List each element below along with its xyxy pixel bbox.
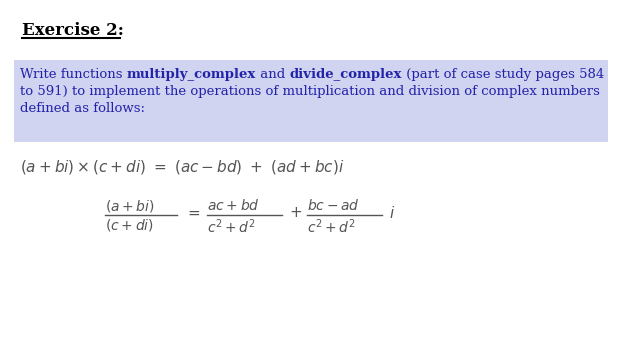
Text: $c^2 + d^2$: $c^2 + d^2$	[207, 217, 256, 236]
Text: $bc - ad$: $bc - ad$	[307, 198, 360, 213]
Text: $(a + bi)$: $(a + bi)$	[105, 198, 155, 214]
FancyBboxPatch shape	[14, 60, 608, 142]
Text: $(a + bi)\times(c + di)\ =\ (ac-bd)\ +\ (ad+bc)i$: $(a + bi)\times(c + di)\ =\ (ac-bd)\ +\ …	[20, 158, 345, 176]
Text: $=$: $=$	[185, 206, 201, 220]
Text: and: and	[256, 68, 289, 81]
Text: $c^2 + d^2$: $c^2 + d^2$	[307, 217, 356, 236]
Text: Write functions: Write functions	[20, 68, 127, 81]
Text: divide_complex: divide_complex	[289, 68, 402, 81]
Text: $i$: $i$	[389, 205, 395, 221]
Text: $ac + bd$: $ac + bd$	[207, 198, 260, 213]
Text: multiply_complex: multiply_complex	[127, 68, 256, 81]
Text: $(c + di)$: $(c + di)$	[105, 217, 154, 233]
Text: Exercise 2:: Exercise 2:	[22, 22, 124, 39]
Text: (part of case study pages 584: (part of case study pages 584	[402, 68, 604, 81]
Text: $+$: $+$	[289, 206, 302, 220]
Text: defined as follows:: defined as follows:	[20, 102, 145, 115]
Text: to 591) to implement the operations of multiplication and division of complex nu: to 591) to implement the operations of m…	[20, 85, 600, 98]
